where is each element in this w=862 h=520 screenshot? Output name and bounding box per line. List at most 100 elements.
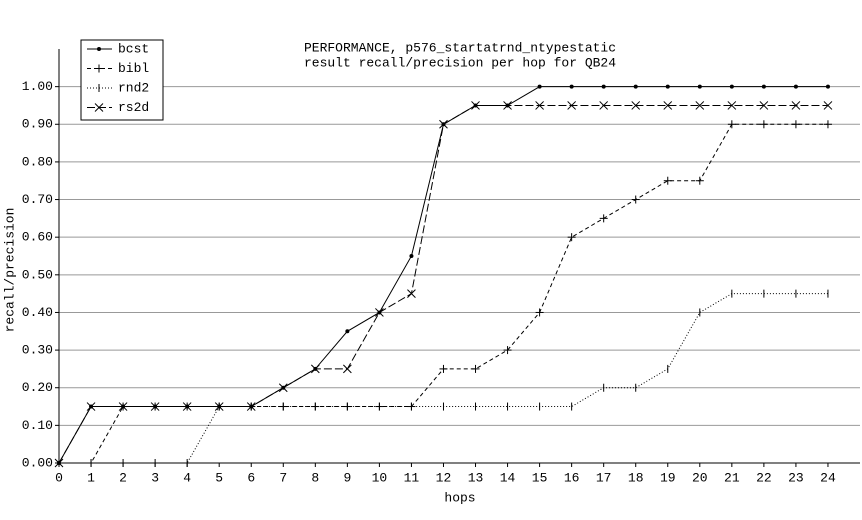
marker-stroke [631,101,641,110]
y-axis-label: recall/precision [2,208,17,333]
x-tick-label: 15 [532,470,548,485]
marker [695,176,704,185]
x-tick-label: 19 [660,470,676,485]
marker [791,120,800,129]
marker [663,176,672,185]
y-tick-label: 0.50 [22,267,53,282]
marker [182,402,192,411]
marker [567,101,576,110]
y-tick-label: 0.90 [22,117,53,132]
marker [97,47,101,51]
x-tick-label: 1 [87,470,95,485]
x-tick-label: 23 [788,470,804,485]
marker [569,84,574,89]
x-tick-label: 14 [500,470,516,485]
marker [759,101,769,110]
marker [727,101,737,110]
legend-label: rs2d [118,100,149,115]
marker-dot [97,47,101,51]
marker [503,101,512,110]
x-tick-label: 8 [311,470,319,485]
y-tick-label: 0.00 [22,455,53,470]
marker [665,84,670,89]
marker-stroke [503,101,512,110]
marker [345,329,350,334]
marker-stroke [471,101,480,110]
marker [567,233,576,242]
marker-dot [729,84,734,89]
marker [375,308,384,317]
x-tick-label: 17 [596,470,612,485]
marker-stroke [791,101,801,110]
x-tick-label: 18 [628,470,644,485]
marker-dot [601,84,606,89]
marker-dot [409,254,414,258]
marker-stroke [182,402,192,411]
x-tick-label: 6 [247,470,255,485]
marker [729,84,734,89]
marker-dot [793,84,798,89]
x-tick-label: 10 [372,470,388,485]
marker-stroke [727,101,737,110]
marker-dot [697,84,702,89]
marker [823,101,833,110]
series-line [59,293,828,464]
marker-dot [537,84,542,89]
marker [727,120,736,129]
marker-stroke [54,458,64,468]
marker [599,101,609,110]
marker-stroke [278,383,288,393]
marker-stroke [343,364,352,374]
x-tick-label: 7 [279,470,287,485]
marker [214,402,224,411]
marker [697,84,702,89]
marker [278,383,288,393]
x-tick-label: 2 [119,470,127,485]
marker-stroke [246,402,256,411]
x-tick-label: 4 [183,470,191,485]
x-tick-label: 24 [820,470,836,485]
marker [407,289,416,298]
marker-stroke [567,101,576,110]
x-tick-label: 9 [343,470,351,485]
x-tick-label: 16 [564,470,580,485]
marker-dot [345,329,350,334]
marker [759,120,768,129]
legend-label: bibl [118,61,149,76]
marker-stroke [94,103,104,112]
marker [695,101,705,110]
marker-stroke [695,101,705,110]
marker-stroke [214,402,224,411]
marker [439,364,448,373]
y-tick-label: 0.20 [22,380,53,395]
legend-label: rnd2 [118,80,149,95]
marker [825,84,830,89]
marker [95,64,103,73]
marker-stroke [150,402,160,411]
marker [599,214,608,223]
marker-dot [569,84,574,89]
marker [94,103,104,112]
y-tick-label: 0.80 [22,154,53,169]
x-tick-label: 0 [55,470,63,485]
marker [54,458,64,468]
marker-stroke [759,101,769,110]
marker-dot [633,84,638,89]
marker [471,364,480,373]
marker-stroke [407,289,416,298]
x-tick-label: 20 [692,470,708,485]
y-tick-label: 0.60 [22,230,53,245]
series-line [59,123,828,464]
marker [793,84,798,89]
marker [823,120,832,129]
x-axis-label: hops [444,490,475,505]
chart-title: PERFORMANCE, p576_startatrnd_ntypestatic [304,40,616,55]
marker-stroke [599,101,609,110]
x-tick-label: 21 [724,470,740,485]
y-tick-label: 0.40 [22,305,53,320]
marker-dot [825,84,830,89]
marker-stroke [86,402,96,411]
marker [439,119,448,129]
marker [310,364,320,374]
marker [537,84,542,89]
